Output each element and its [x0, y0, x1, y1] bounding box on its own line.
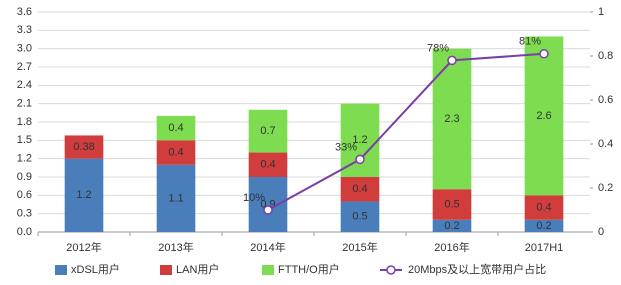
bar-segment — [248, 152, 288, 177]
line-value-label: 81% — [519, 36, 541, 48]
bar-value-label: 0.2 — [536, 220, 551, 232]
bar-value-label: 0.2 — [444, 220, 459, 232]
x-tick-label: 2014年 — [250, 240, 285, 254]
legend-label: xDSL用户 — [71, 262, 120, 276]
line-point — [263, 205, 273, 215]
bar-value-label: 0.4 — [536, 201, 551, 213]
y-tick-label: 1.2 — [17, 153, 32, 165]
x-tick-label: 2015年 — [342, 240, 377, 254]
bar-segment — [524, 36, 564, 196]
line-series — [267, 52, 545, 211]
legend-label: 20Mbps及以上宽带用户占比 — [408, 262, 546, 276]
y-tick-label: 2.7 — [17, 61, 32, 73]
bar-value-label: 0.4 — [260, 159, 275, 171]
y2-tick-label: 0.6 — [598, 94, 613, 106]
bar-segment — [524, 219, 564, 232]
line-point — [539, 49, 549, 59]
bar-segment — [432, 189, 472, 220]
legend-swatch — [55, 265, 67, 275]
y2-tick-label: 0.8 — [598, 50, 613, 62]
x-tick-label: 2013年 — [158, 240, 193, 254]
y-tick-label: 3.0 — [17, 43, 32, 55]
bar-segment — [340, 177, 380, 202]
y-tick-label: 3.3 — [17, 24, 32, 36]
y2-tick-label: 0.2 — [598, 182, 613, 194]
x-tick-label: 2016年 — [434, 240, 469, 254]
bar-value-label: 1.2 — [76, 189, 91, 201]
bar-value-label: 1.2 — [352, 134, 367, 146]
bar-segment — [524, 195, 564, 220]
bar-segment — [432, 48, 472, 190]
y-tick-label: 0.3 — [17, 208, 32, 220]
bar-value-label: 2.6 — [536, 110, 551, 122]
line-point — [447, 55, 457, 66]
y-tick-label: 2.4 — [17, 79, 32, 91]
legend-marker — [386, 265, 396, 275]
bar-value-label: 0.4 — [352, 183, 367, 195]
bar-value-label: 0.5 — [444, 198, 459, 210]
x-tick-label: 2017H1 — [525, 242, 564, 254]
bar-value-label: 1.1 — [168, 192, 183, 204]
bar-segment — [156, 140, 196, 165]
bar-segment — [340, 103, 380, 177]
bar-segment — [248, 109, 288, 153]
legend-label: FTTH/O用户 — [278, 262, 340, 276]
bar-segment — [156, 115, 196, 141]
bar-segment — [64, 158, 104, 232]
y-tick-label: 0.6 — [17, 189, 32, 201]
y2-tick-label: 0 — [598, 226, 604, 238]
y2-tick-label: 1 — [598, 6, 604, 18]
y-tick-label: 1.8 — [17, 116, 32, 128]
y-tick-label: 0.0 — [17, 226, 32, 238]
bar-value-label: 0.5 — [352, 211, 367, 223]
x-tick-label: 2012年 — [66, 240, 101, 254]
legend-label: LAN用户 — [176, 262, 219, 276]
bar-value-label: 0.4 — [168, 146, 183, 158]
bar-value-label: 2.3 — [444, 113, 459, 125]
legend-swatch — [160, 265, 172, 275]
legend-swatch — [262, 265, 274, 275]
bar-segment — [64, 135, 104, 159]
y-tick-label: 3.6 — [17, 6, 32, 18]
line-value-label: 33% — [335, 141, 357, 153]
y-tick-label: 0.9 — [17, 171, 32, 183]
bar-value-label: 0.7 — [260, 125, 275, 137]
bar-segment — [156, 164, 196, 232]
bar-segment — [248, 177, 288, 232]
y-tick-label: 1.5 — [17, 134, 32, 146]
bar-value-label: 0.4 — [168, 122, 183, 134]
line-point — [355, 154, 365, 165]
bar-segment — [340, 201, 380, 232]
bar-segment — [432, 219, 472, 232]
line-value-label: 78% — [427, 42, 449, 54]
line-value-label: 10% — [243, 192, 265, 204]
y2-tick-label: 0.4 — [598, 138, 613, 150]
y-tick-label: 2.1 — [17, 98, 32, 110]
bar-value-label: 0.38 — [73, 141, 94, 153]
